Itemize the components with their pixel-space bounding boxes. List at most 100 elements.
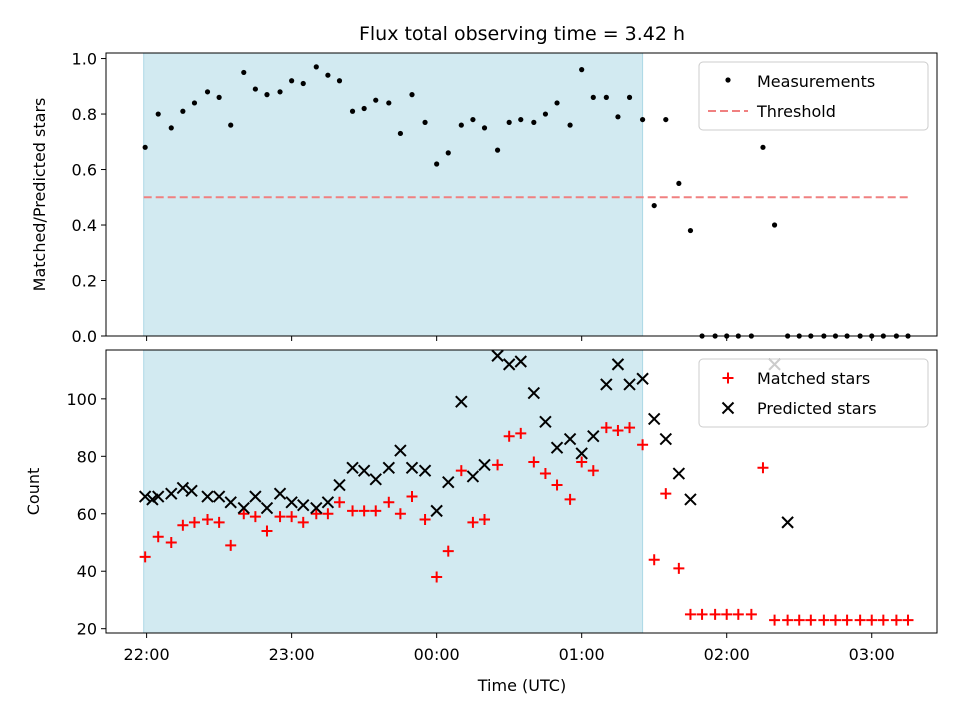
measurement-point [180,109,185,114]
measurement-point [495,148,500,153]
measurement-point [518,117,523,122]
measurement-point [156,111,161,116]
measurement-point [676,181,681,186]
y-tick-label: 0.2 [72,272,97,291]
measurement-point [264,92,269,97]
matched-star-point [660,488,671,499]
matched-star-point [878,615,889,626]
measurement-point [604,95,609,100]
matched-star-point [891,615,902,626]
predicted-star-point [660,434,671,445]
legend-label: Matched stars [757,369,870,388]
measurement-point [217,95,222,100]
matched-star-point [769,615,780,626]
y-tick-label: 0.4 [72,216,97,235]
predicted-star-point [673,468,684,479]
measurement-point [627,95,632,100]
measurement-point [169,125,174,130]
y-tick-label: 0.0 [72,327,97,346]
x-tick-label: 22:00 [124,645,170,664]
measurement-point [337,78,342,83]
matched-star-point [818,615,829,626]
legend-measurement-marker [725,77,730,82]
y-tick-label: 0.8 [72,105,97,124]
measurement-point [652,203,657,208]
measurement-point [241,70,246,75]
predicted-star-point [649,413,660,424]
measurement-point [663,117,668,122]
matched-star-point [721,609,732,620]
chart-title: Flux total observing time = 3.42 h [359,23,685,45]
x-tick-label: 01:00 [559,645,605,664]
measurement-point [277,89,282,94]
ratio-legend: Measurements Threshold [699,62,928,130]
y-tick-label: 1.0 [72,50,97,69]
measurement-point [459,123,464,128]
y-tick-label: 60 [77,505,97,524]
matched-star-point [697,609,708,620]
measurement-point [422,120,427,125]
measurement-point [253,86,258,91]
measurement-point [409,92,414,97]
matched-star-point [757,462,768,473]
matched-star-point [673,563,684,574]
measurement-point [543,111,548,116]
matched-star-point [805,615,816,626]
matched-star-point [855,615,866,626]
measurement-point [772,222,777,227]
x-tick-label: 03:00 [849,645,895,664]
measurement-point [373,98,378,103]
matched-star-point [830,615,841,626]
measurement-point [205,89,210,94]
measurement-point [350,109,355,114]
y-tick-label: 100 [66,390,97,409]
measurement-point [434,161,439,166]
x-tick-label: 23:00 [269,645,315,664]
measurement-point [640,117,645,122]
figure: Flux total observing time = 3.42 h 0.0 0.… [0,0,960,720]
matched-star-point [866,615,877,626]
measurement-point [531,120,536,125]
measurement-point [325,73,330,78]
measurement-point [386,100,391,105]
ratio-panel: 0.00.20.40.60.81.0 Matched/Predicted sta… [30,50,937,346]
matched-star-point [710,609,721,620]
measurement-point [289,78,294,83]
predicted-star-point [782,517,793,528]
x-tick-label: 00:00 [414,645,460,664]
measurement-point [567,123,572,128]
measurement-point [554,100,559,105]
y-tick-label: 0.6 [72,161,97,180]
measurement-point [591,95,596,100]
measurement-point [314,64,319,69]
matched-star-point [649,554,660,565]
measurement-point [228,123,233,128]
y-tick-label: 20 [77,620,97,639]
measurement-point [482,125,487,130]
measurement-point [143,145,148,150]
matched-star-point [842,615,853,626]
legend-label: Predicted stars [757,399,877,418]
predicted-star-point [685,494,696,505]
count-panel: 20 40 60 80 100 22:00 23:00 00:00 01:00 02:00 03:… [24,350,937,664]
count-y-axis-label: Count [24,468,43,516]
measurement-point [579,67,584,72]
measurement-point [192,100,197,105]
y-tick-label: 80 [77,447,97,466]
legend-label: Measurements [757,72,875,91]
x-axis-label: Time (UTC) [477,676,566,695]
matched-star-point [902,615,913,626]
matched-star-point [685,609,696,620]
measurement-point [446,150,451,155]
measurement-point [301,81,306,86]
measurement-point [688,228,693,233]
y-tick-label: 40 [77,562,97,581]
matched-star-point [782,615,793,626]
matched-star-point [794,615,805,626]
legend-label: Threshold [756,102,836,121]
x-tick-label: 02:00 [704,645,750,664]
count-legend: Matched stars Predicted stars [699,359,928,427]
measurement-point [507,120,512,125]
matched-star-point [746,609,757,620]
measurement-point [398,131,403,136]
